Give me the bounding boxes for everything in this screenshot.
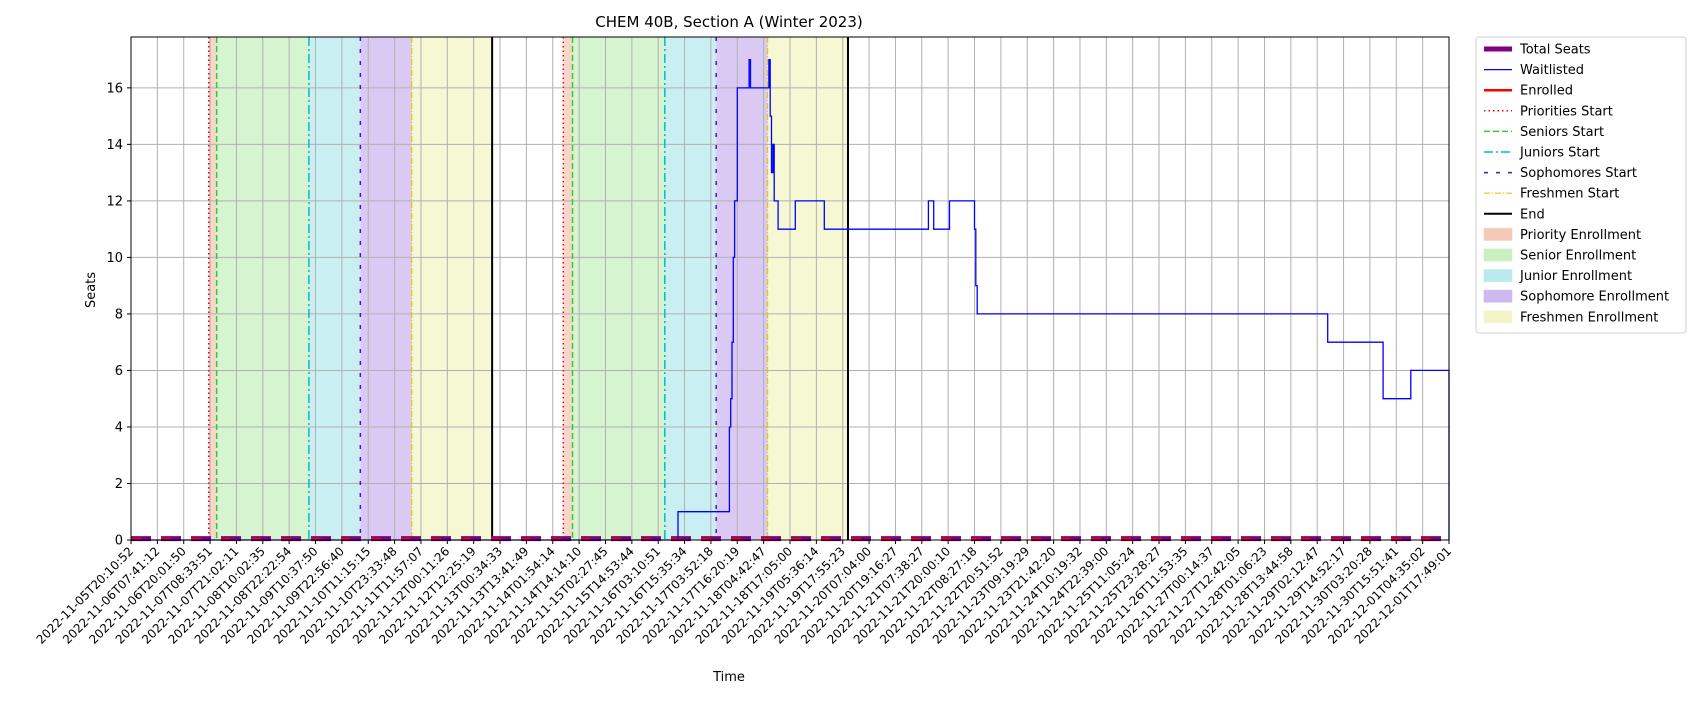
y-tick-label: 12 (106, 194, 123, 209)
legend-label: Total Seats (1519, 43, 1591, 58)
junior-enrollment-span (308, 37, 361, 540)
legend: Total Seats Waitlisted Enrolled Priorities … (1475, 36, 1687, 334)
y-tick-label: 2 (115, 477, 123, 492)
phase-start-lines (208, 37, 849, 540)
legend-label: Junior Enrollment (1519, 269, 1632, 284)
chart-title: CHEM 40B, Section A (Winter 2023) (595, 13, 862, 31)
y-tick-label: 16 (106, 81, 123, 96)
legend-swatch (1483, 248, 1513, 262)
legend-label: Senior Enrollment (1520, 249, 1636, 264)
legend-label: Priorities Start (1520, 104, 1613, 119)
waitlisted-series (131, 58, 1450, 541)
legend-swatch (1483, 269, 1513, 283)
legend-label: Freshmen Start (1520, 187, 1619, 202)
sophomore-enrollment-span (716, 37, 768, 540)
freshmen-enrollment-span (411, 37, 493, 540)
legend-label: End (1520, 207, 1545, 222)
senior-enrollment-span (572, 37, 665, 540)
grid-lines (130, 37, 1450, 541)
legend-label: Priority Enrollment (1520, 228, 1641, 243)
legend-swatch (1483, 310, 1513, 324)
y-axis-label: Seats (84, 272, 99, 308)
legend-label: Sophomores Start (1520, 166, 1637, 181)
y-tick-label: 8 (115, 307, 123, 322)
y-tick-label: 14 (106, 138, 123, 153)
priority-enrollment-span (563, 37, 573, 540)
legend-box (1475, 36, 1687, 334)
y-tick-label: 4 (115, 420, 123, 435)
junior-enrollment-span (664, 37, 717, 540)
x-axis-label: Time (712, 670, 745, 685)
legend-label: Waitlisted (1520, 63, 1584, 78)
y-tick-label: 10 (106, 251, 123, 266)
enrollment-spans (208, 37, 848, 540)
legend-label: Seniors Start (1520, 125, 1604, 140)
sophomore-enrollment-span (360, 37, 412, 540)
data-series (131, 58, 1450, 542)
y-tick-label: 6 (115, 364, 123, 379)
legend-label: Juniors Start (1519, 146, 1600, 161)
priority-enrollment-span (208, 37, 217, 540)
legend-swatch (1483, 289, 1513, 303)
legend-swatch (1483, 227, 1513, 241)
freshmen-enrollment-span (767, 37, 848, 540)
x-axis-ticks: 2022-11-05T20:10:522022-11-06T07:41:1220… (34, 540, 1454, 647)
legend-label: Enrolled (1520, 84, 1573, 99)
y-tick-label: 0 (115, 534, 123, 549)
legend-label: Freshmen Enrollment (1520, 310, 1658, 325)
y-axis-ticks: 0 2 4 6 8 10 12 14 16 (106, 81, 131, 549)
legend-label: Sophomore Enrollment (1520, 290, 1669, 305)
